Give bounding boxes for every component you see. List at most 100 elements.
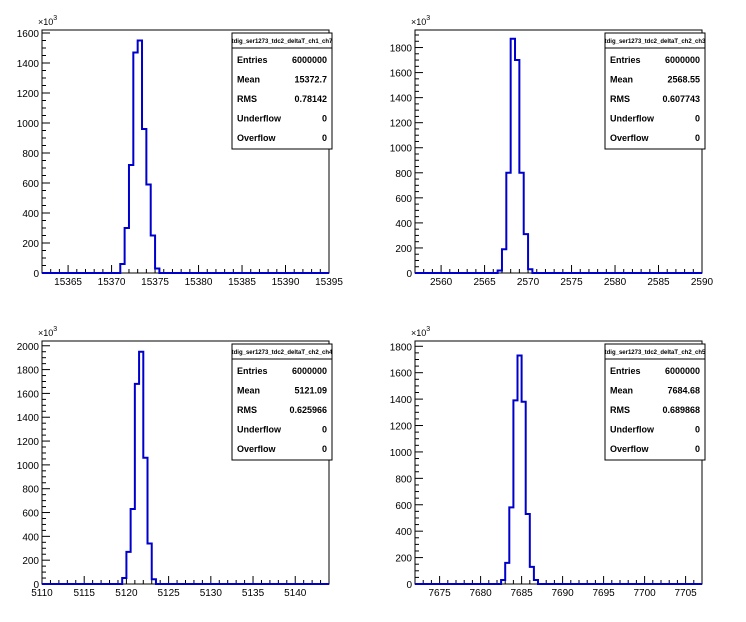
- y-tick-label: 200: [22, 556, 39, 567]
- y-tick-label: 1800: [390, 342, 413, 353]
- y-tick-label: 1000: [390, 144, 413, 155]
- y-tick-label: 600: [22, 509, 39, 520]
- y-tick-label: 800: [395, 169, 412, 180]
- stat-value: 15372.7: [294, 75, 327, 85]
- y-tick-label: 200: [395, 244, 412, 255]
- x-tick-label: 2560: [430, 277, 453, 288]
- stat-value: 2568.55: [667, 75, 700, 85]
- stat-value: 0: [695, 133, 700, 143]
- x-tick-label: 5135: [242, 588, 265, 599]
- x-tick-label: 7680: [469, 588, 492, 599]
- stat-value: 5121.09: [294, 386, 327, 396]
- y-tick-label: 1200: [390, 422, 413, 433]
- stat-label: Entries: [237, 55, 268, 65]
- x-tick-label: 15395: [315, 277, 343, 288]
- stats-box: tdig_ser1273_tdc2_deltaT_ch1_ch7 Entries 6…: [231, 32, 333, 150]
- histogram-panel-1: 0 200 400 600 800 1000 1200 1400 1600 15365 15370 1…: [17, 15, 344, 288]
- y-multiplier-label: ×103: [411, 15, 430, 27]
- stat-label: Mean: [610, 75, 633, 85]
- y-tick-label: 400: [395, 219, 412, 230]
- stats-box: tdig_ser1273_tdc2_deltaT_ch2_ch5 Entries 6…: [604, 343, 706, 461]
- stat-label: Overflow: [610, 133, 650, 143]
- y-multiplier-base: ×10: [38, 328, 53, 338]
- stat-value: 0: [695, 444, 700, 454]
- histogram-line: [42, 350, 329, 585]
- y-tick-label: 0: [406, 269, 412, 280]
- stat-label: Mean: [237, 386, 260, 396]
- stats-box-frame: [231, 343, 333, 461]
- y-multiplier-base: ×10: [411, 328, 426, 338]
- y-tick-label: 400: [22, 209, 39, 220]
- y-tick-label: 1600: [17, 389, 40, 400]
- y-multiplier-exponent: 3: [426, 15, 430, 22]
- x-tick-label: 2585: [647, 277, 670, 288]
- stat-value: 0.607743: [662, 94, 700, 104]
- y-tick-label: 1200: [390, 119, 413, 130]
- stats-box-frame: [604, 32, 706, 150]
- stat-label: RMS: [237, 94, 257, 104]
- y-multiplier-label: ×103: [38, 15, 57, 27]
- stat-value: 6000000: [292, 55, 327, 65]
- x-tick-label: 7705: [674, 588, 697, 599]
- stat-label: Mean: [237, 75, 260, 85]
- stat-label: Overflow: [610, 444, 650, 454]
- stat-label: RMS: [610, 405, 630, 415]
- stats-title: tdig_ser1273_tdc2_deltaT_ch2_ch4: [232, 350, 333, 356]
- x-tick-label: 2565: [473, 277, 496, 288]
- x-tick-label: 7700: [633, 588, 656, 599]
- y-tick-label: 200: [22, 239, 39, 250]
- x-tick-label: 5125: [157, 588, 180, 599]
- y-tick-label: 600: [22, 179, 39, 190]
- stat-label: Underflow: [610, 114, 655, 124]
- stat-label: Underflow: [237, 425, 282, 435]
- stat-value: 0: [695, 425, 700, 435]
- histogram-line: [42, 39, 329, 274]
- y-tick-label: 1400: [17, 413, 40, 424]
- x-tick-label: 7695: [592, 588, 615, 599]
- histogram-panel-3: 0 200 400 600 800 1000 1200 1400 1600 1800 2000 511…: [17, 326, 333, 599]
- x-tick-label: 7685: [510, 588, 533, 599]
- y-tick-label: 800: [22, 485, 39, 496]
- x-tick-label: 5120: [115, 588, 138, 599]
- y-multiplier-exponent: 3: [53, 15, 57, 22]
- y-tick-label: 0: [406, 580, 412, 591]
- x-tick-label: 15385: [228, 277, 256, 288]
- stats-title: tdig_ser1273_tdc2_deltaT_ch2_ch3: [605, 39, 706, 45]
- x-tick-label: 5110: [31, 588, 53, 599]
- y-tick-label: 2000: [17, 342, 40, 353]
- stat-value: 6000000: [665, 366, 700, 376]
- x-tick-label: 15375: [141, 277, 169, 288]
- stat-label: Overflow: [237, 444, 277, 454]
- stat-value: 0.78142: [294, 94, 327, 104]
- histogram-panel-2: 0 200 400 600 800 1000 1200 1400 1600 1800 2560 256…: [390, 15, 714, 288]
- x-tick-label: 15380: [185, 277, 213, 288]
- x-tick-label: 15370: [98, 277, 126, 288]
- stat-value: 0: [322, 114, 327, 124]
- y-tick-label: 400: [22, 532, 39, 543]
- y-tick-label: 0: [33, 580, 39, 591]
- y-tick-label: 1400: [17, 59, 40, 70]
- stat-label: Entries: [610, 55, 641, 65]
- stat-label: RMS: [610, 94, 630, 104]
- y-multiplier-label: ×103: [411, 326, 430, 338]
- stats-box: tdig_ser1273_tdc2_deltaT_ch2_ch3 Entries 6…: [604, 32, 706, 150]
- stat-label: Entries: [237, 366, 268, 376]
- y-tick-label: 1600: [390, 69, 413, 80]
- stat-label: Overflow: [237, 133, 277, 143]
- stats-title: tdig_ser1273_tdc2_deltaT_ch1_ch7: [232, 39, 333, 45]
- stats-title: tdig_ser1273_tdc2_deltaT_ch2_ch5: [605, 350, 706, 356]
- stat-value: 6000000: [665, 55, 700, 65]
- histogram-panel-4: 0 200 400 600 800 1000 1200 1400 1600 1800 7675 768…: [390, 326, 706, 599]
- x-tick-label: 2570: [517, 277, 540, 288]
- stat-value: 0: [322, 133, 327, 143]
- y-tick-label: 1600: [17, 29, 40, 40]
- stat-value: 0: [695, 114, 700, 124]
- stat-label: Underflow: [610, 425, 655, 435]
- stat-label: Mean: [610, 386, 633, 396]
- y-tick-label: 0: [33, 269, 39, 280]
- stats-box-frame: [604, 343, 706, 461]
- y-tick-label: 600: [395, 501, 412, 512]
- y-tick-label: 1800: [17, 366, 40, 377]
- stat-value: 0: [322, 425, 327, 435]
- x-tick-label: 5115: [73, 588, 95, 599]
